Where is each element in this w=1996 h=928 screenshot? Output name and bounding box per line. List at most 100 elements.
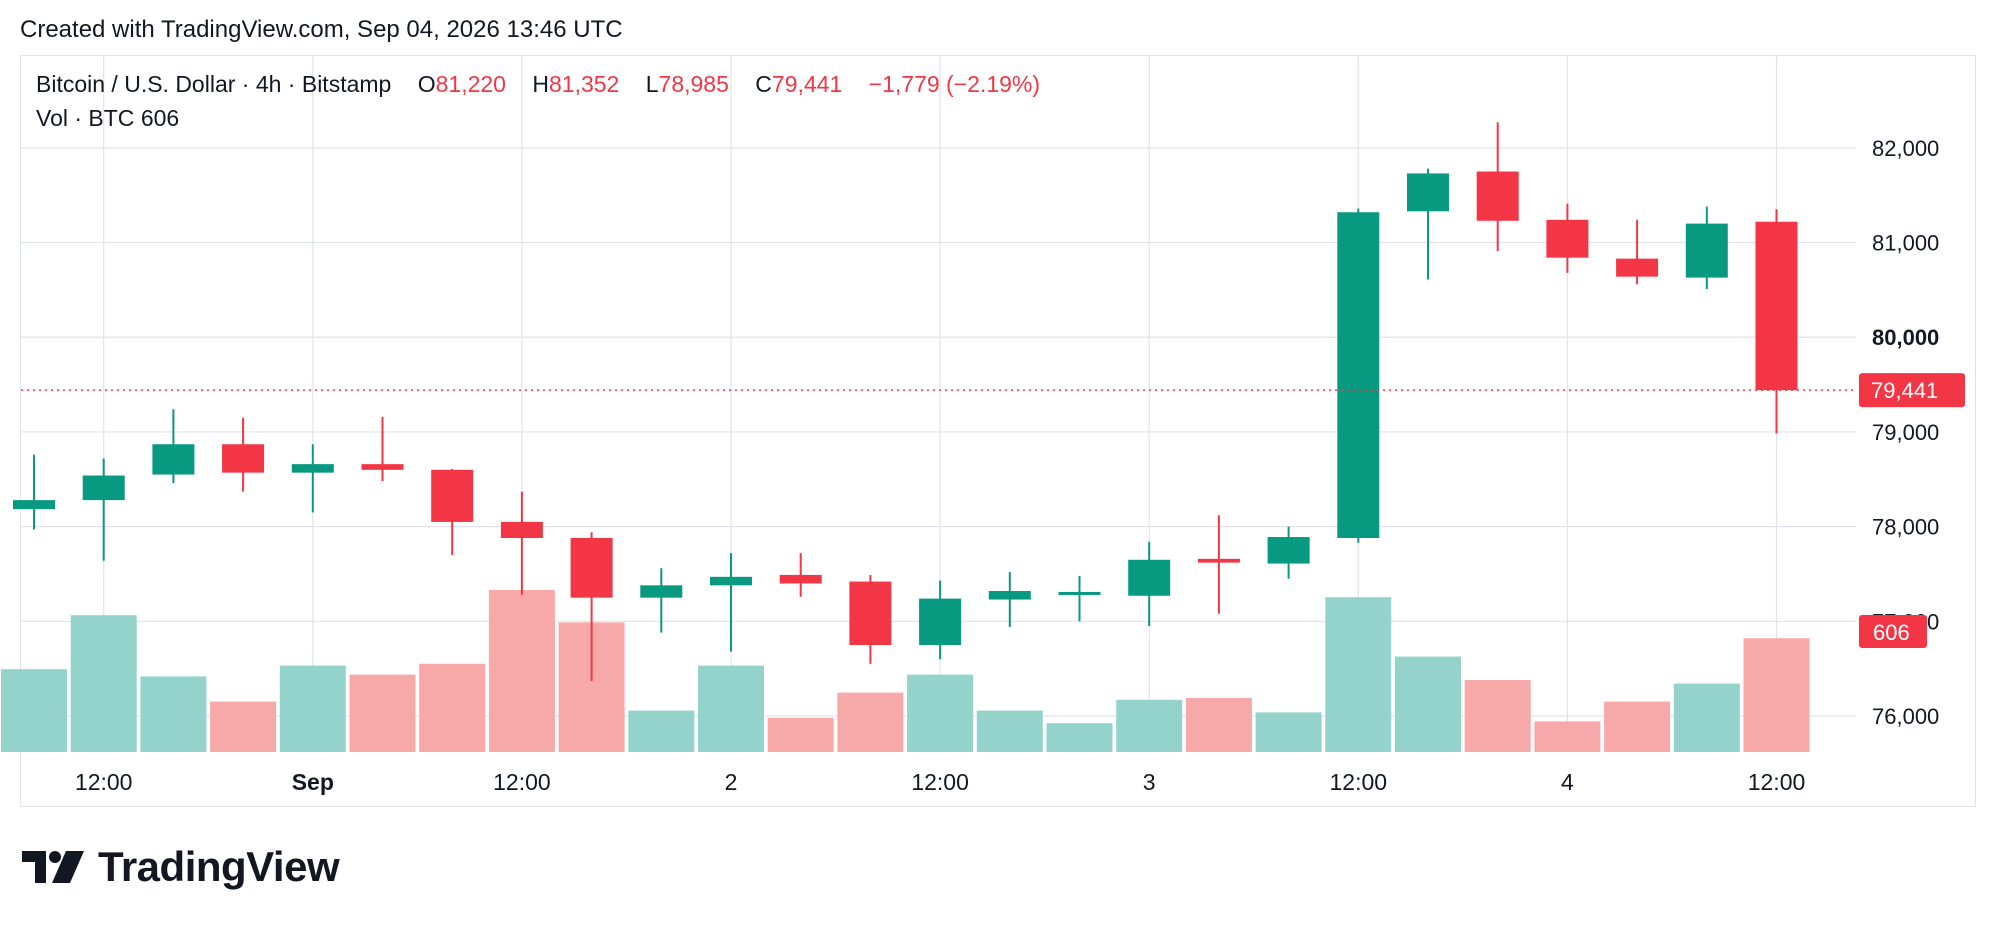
candle-body: [919, 598, 962, 645]
ohlc-legend: Bitcoin / U.S. Dollar · 4h · Bitstamp O8…: [36, 71, 1040, 98]
volume-bar: [1325, 597, 1392, 752]
candle: [1476, 122, 1519, 252]
candle-body: [640, 585, 683, 598]
candle: [13, 454, 55, 530]
last-price-badge-bg: [1859, 373, 1965, 408]
volume-bar: [1673, 683, 1740, 752]
candle: [152, 409, 195, 484]
candle: [640, 568, 683, 633]
volume-bar: [1604, 701, 1671, 752]
candle-body: [1755, 221, 1798, 391]
volume-label: Vol · BTC: [36, 105, 135, 131]
candle-body: [1197, 558, 1240, 563]
last-price-badge: 79,441: [1859, 373, 1965, 408]
candle: [1267, 526, 1310, 579]
high-label: H: [532, 71, 549, 97]
volume-bar: [210, 701, 277, 752]
volume-bar: [1743, 638, 1810, 752]
volume-bar: [907, 674, 974, 752]
candle-body: [152, 444, 195, 475]
candle: [500, 491, 543, 595]
volume-bar: [279, 665, 346, 752]
x-tick-label: 12:00: [1330, 769, 1388, 795]
x-tick-label: Sep: [292, 769, 334, 795]
candle: [570, 532, 613, 681]
chart-caption: Created with TradingView.com, Sep 04, 20…: [20, 16, 623, 43]
candle: [1546, 203, 1589, 273]
volume-bar: [488, 590, 555, 752]
volume-bar: [1534, 721, 1601, 752]
volume-bar: [349, 674, 416, 752]
candle-body: [1616, 258, 1659, 277]
candle-body: [361, 464, 404, 470]
candle-body: [1685, 223, 1728, 278]
close-value: 79,441: [771, 71, 843, 97]
candle-body: [13, 500, 55, 510]
low-label: L: [645, 71, 659, 97]
volume-bar: [1395, 656, 1461, 752]
candle-body: [710, 576, 752, 586]
candle-body: [82, 475, 125, 501]
y-tick-label: 81,000: [1872, 231, 1939, 256]
volume-bar: [70, 615, 137, 752]
candle-body: [222, 444, 265, 473]
x-tick-label: 2: [725, 769, 738, 795]
candle: [779, 553, 822, 597]
close-label: C: [755, 71, 772, 97]
candle: [431, 468, 474, 556]
candle-body: [779, 574, 822, 584]
candle: [849, 574, 892, 664]
y-tick-label: 79,000: [1872, 420, 1939, 445]
candle-body: [849, 581, 892, 645]
candle: [1337, 208, 1380, 543]
volume-bar: [140, 676, 207, 752]
candle-body: [431, 469, 474, 522]
volume-bar: [1, 669, 67, 752]
candle: [1197, 515, 1240, 614]
volume-legend: Vol · BTC 606: [36, 105, 179, 132]
candle: [291, 444, 334, 513]
candle-body: [988, 591, 1031, 600]
candle: [919, 580, 962, 660]
candle-body: [1476, 171, 1519, 221]
x-tick-label: 4: [1561, 769, 1574, 795]
volume-bar: [1464, 680, 1531, 752]
price-change: −1,779 (−2.19%): [868, 71, 1041, 97]
candle-body: [1267, 537, 1310, 564]
high-value: 81,352: [549, 71, 620, 97]
volume-bar: [698, 665, 764, 752]
candle-body: [500, 521, 543, 538]
last-volume-badge-text: 606: [1873, 620, 1910, 645]
volume-bar: [1116, 699, 1183, 752]
volume-bar: [419, 663, 486, 752]
candle: [361, 416, 404, 482]
low-value: 78,985: [658, 71, 729, 97]
y-tick-label: 78,000: [1872, 515, 1939, 540]
x-tick-label: 3: [1143, 769, 1156, 795]
symbol-description: Bitcoin / U.S. Dollar · 4h · Bitstamp: [36, 71, 392, 97]
candle: [1058, 575, 1101, 622]
volume-bar: [1185, 698, 1252, 752]
last-price-badge-text: 79,441: [1871, 378, 1938, 403]
tradingview-logo-icon: [22, 851, 84, 883]
volume-value: 606: [140, 105, 180, 131]
candle-body: [291, 464, 334, 473]
volume-bar: [1255, 712, 1322, 752]
candle: [1616, 219, 1659, 285]
candle: [1128, 541, 1171, 627]
volume-bar: [767, 717, 834, 752]
candle: [222, 417, 265, 492]
candle: [82, 458, 125, 561]
candle-body: [1058, 591, 1101, 595]
candle-body: [570, 537, 613, 598]
y-tick-label: 82,000: [1872, 136, 1939, 161]
brand-name: TradingView: [98, 843, 340, 890]
candle-body: [1546, 219, 1589, 258]
open-label: O: [417, 71, 436, 97]
candle: [710, 553, 752, 652]
tradingview-logo[interactable]: TradingView: [22, 843, 340, 890]
volume-bar: [628, 710, 695, 752]
open-value: 81,220: [435, 71, 506, 97]
x-tick-label: 12:00: [1748, 769, 1806, 795]
